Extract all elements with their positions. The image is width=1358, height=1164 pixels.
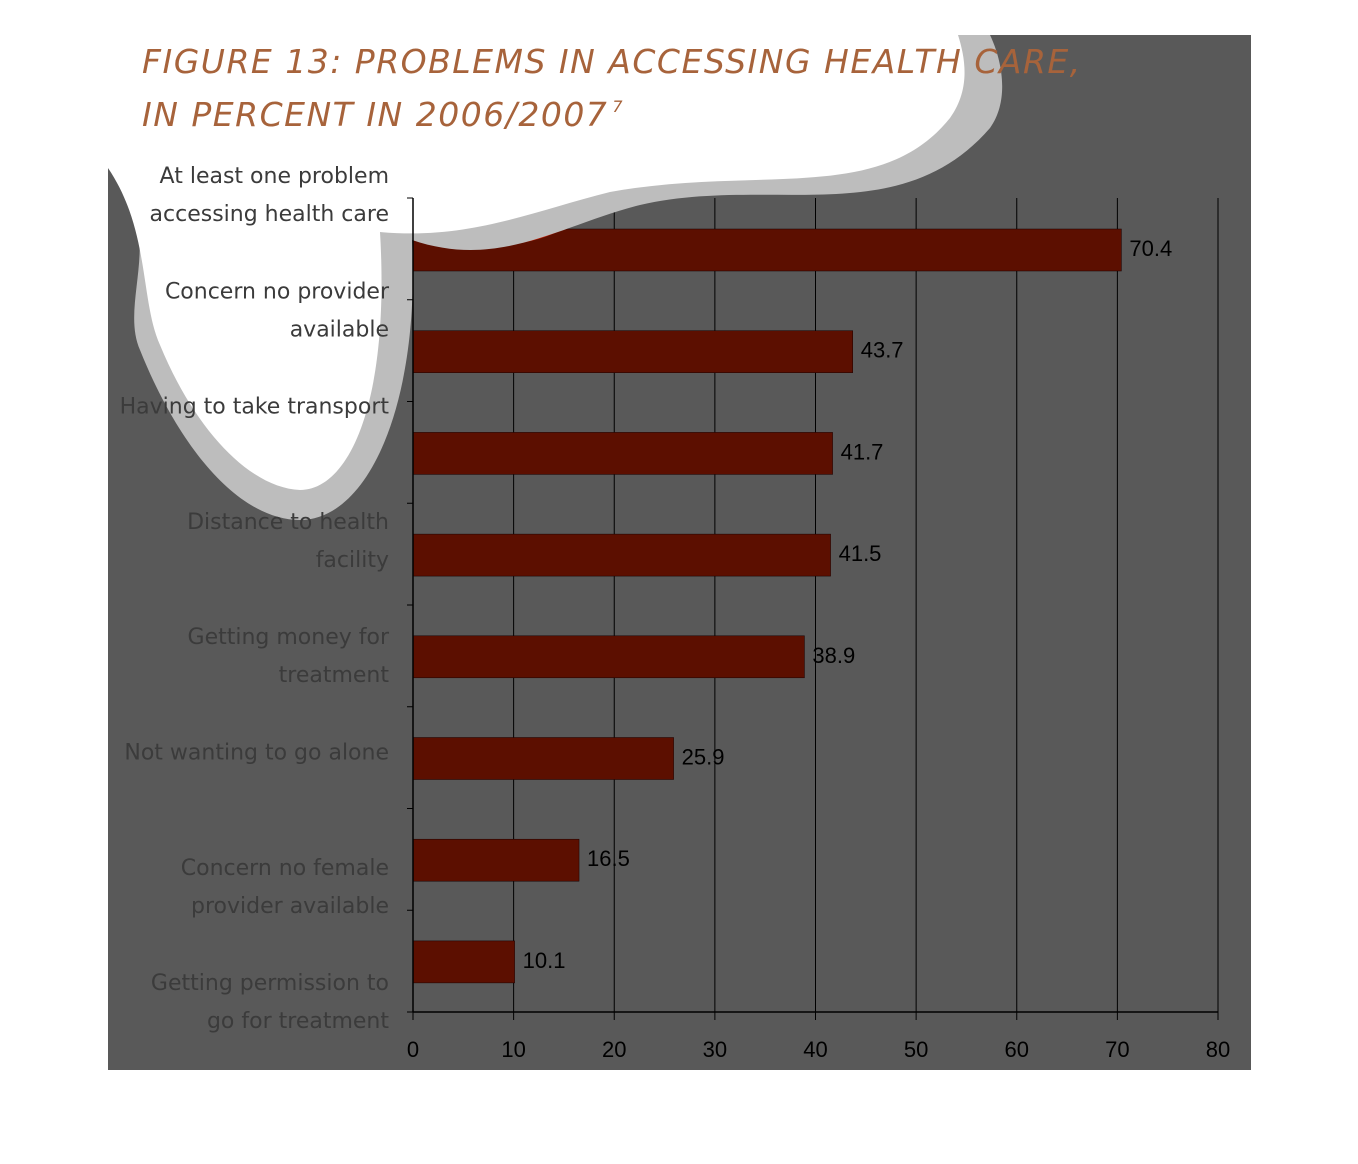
x-tick-label: 40	[803, 1037, 827, 1062]
category-label-line: Concern no provider	[165, 279, 390, 304]
x-tick-label: 60	[1005, 1037, 1029, 1062]
category-label: Distance to health facility	[187, 510, 389, 573]
bar	[412, 940, 515, 984]
value-label: 38.9	[812, 643, 855, 668]
bar	[412, 533, 831, 577]
value-label: 41.7	[841, 439, 884, 464]
swoosh-inner-band	[108, 35, 965, 490]
category-label-line: accessing health care	[150, 202, 389, 227]
value-label: 43.7	[861, 338, 904, 363]
value-label: 41.5	[839, 541, 882, 566]
category-label: Concern no female provider available	[181, 856, 389, 919]
category-label-line: Getting permission to	[151, 971, 389, 996]
category-label-line: provider available	[191, 894, 389, 919]
footnote-marker: 7	[612, 97, 624, 116]
x-tick-label: 10	[501, 1037, 525, 1062]
x-tick-label: 30	[703, 1037, 727, 1062]
category-label-line: At least one problem	[160, 164, 389, 189]
title-text-1: FIGURE 13: PROBLEMS IN ACCESSING HEALTH …	[142, 42, 1082, 81]
category-label: Not wanting to go alone	[124, 741, 389, 766]
category-label-line: go for treatment	[207, 1009, 389, 1034]
value-label: 70.4	[1129, 236, 1172, 261]
category-label-line: Having to take transport	[120, 395, 390, 420]
x-tick-label: 80	[1206, 1037, 1230, 1062]
value-label: 25.9	[682, 745, 725, 770]
category-label-line: Not wanting to go alone	[124, 741, 389, 766]
x-tick-label: 0	[407, 1037, 419, 1062]
x-tick-label: 70	[1105, 1037, 1129, 1062]
figure-title-line-2: IN PERCENT IN 2006/2007 7	[142, 95, 624, 134]
category-label-line: Distance to health	[187, 510, 389, 535]
value-label: 10.1	[523, 948, 566, 973]
bar	[412, 737, 674, 780]
x-axis: 0 10 20 30 40 50 60 70 80	[407, 197, 1230, 1062]
category-label: Getting money for treatment	[188, 625, 390, 688]
x-tick-label: 50	[904, 1037, 928, 1062]
category-label-line: treatment	[279, 663, 390, 688]
category-label-line: available	[290, 317, 389, 342]
category-label-line: Concern no female	[181, 856, 389, 881]
category-label-line: facility	[316, 548, 389, 573]
bar	[412, 838, 580, 882]
category-label-line: Getting money for	[188, 625, 390, 650]
category-label: Getting permission to go for treatment	[151, 971, 389, 1034]
bar	[412, 432, 833, 475]
category-label: Concern no provider available	[165, 279, 390, 342]
value-label: 16.5	[587, 846, 630, 871]
category-label: Having to take transport	[120, 395, 390, 420]
category-label: At least one problem accessing health car…	[150, 164, 389, 227]
title-text-2: IN PERCENT IN 2006/2007	[142, 95, 609, 134]
bar	[412, 330, 853, 373]
category-labels: At least one problem accessing health car…	[120, 164, 390, 1034]
bar	[412, 635, 805, 679]
x-tick-label: 20	[602, 1037, 626, 1062]
figure-title-line-1: FIGURE 13: PROBLEMS IN ACCESSING HEALTH …	[142, 42, 1082, 81]
decorative-swoosh	[108, 35, 1003, 520]
